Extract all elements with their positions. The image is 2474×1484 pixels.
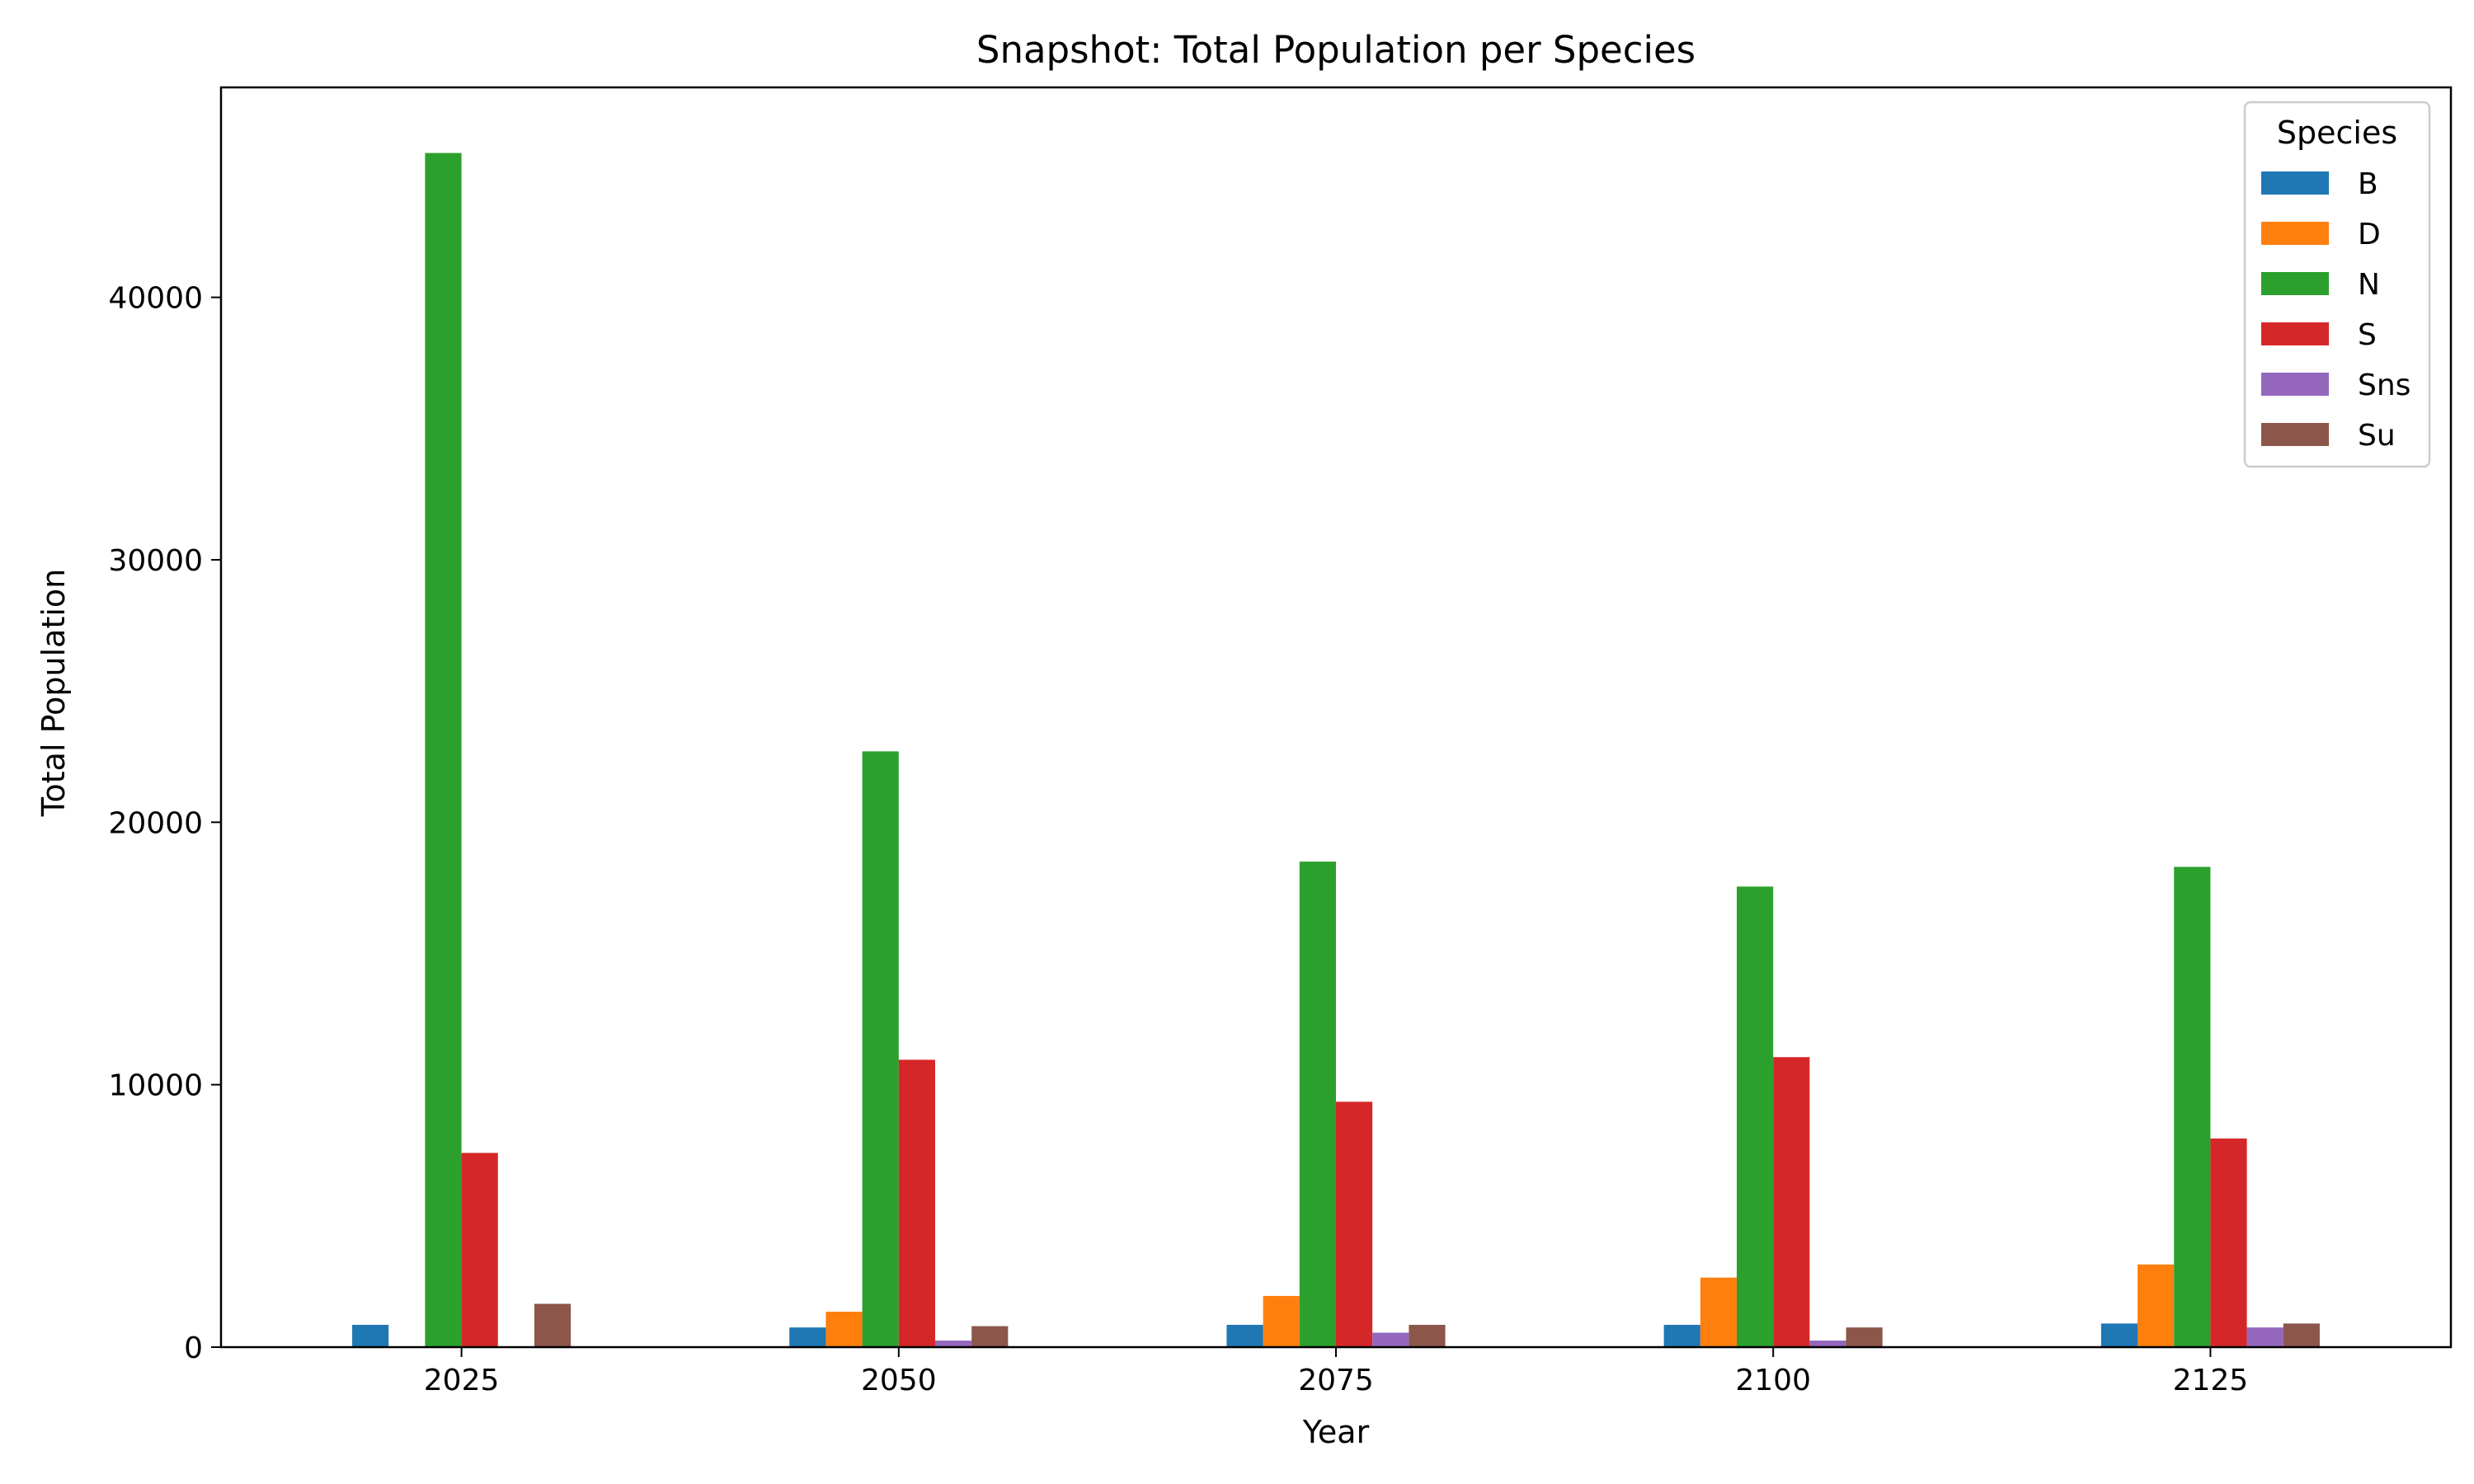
bar-Su-2125 [2283, 1323, 2320, 1347]
x-tick-label-2100: 2100 [1735, 1364, 1811, 1397]
legend-swatch-D [2261, 222, 2329, 245]
bar-N-2025 [425, 153, 462, 1348]
y-tick-label-40000: 40000 [108, 282, 203, 316]
bar-S-2025 [461, 1153, 498, 1347]
bar-D-2125 [2138, 1264, 2175, 1347]
x-tick-label-2050: 2050 [861, 1364, 937, 1397]
legend-swatch-N [2261, 272, 2329, 295]
legend-label-B: B [2358, 167, 2378, 201]
bar-Sns-2100 [1809, 1341, 1846, 1347]
bar-S-2100 [1773, 1057, 1810, 1347]
x-tick-label-2025: 2025 [424, 1364, 500, 1397]
bar-N-2075 [1299, 862, 1336, 1347]
bar-B-2125 [2100, 1323, 2138, 1347]
bar-Su-2025 [534, 1303, 571, 1347]
bar-B-2075 [1226, 1324, 1263, 1347]
bar-D-2050 [825, 1312, 863, 1347]
x-tick-label-2125: 2125 [2173, 1364, 2249, 1397]
y-tick-label-30000: 30000 [108, 544, 203, 578]
y-tick-label-10000: 10000 [108, 1069, 203, 1103]
bar-Su-2050 [971, 1326, 1009, 1347]
bar-S-2125 [2210, 1138, 2247, 1347]
bar-B-2100 [1663, 1324, 1700, 1347]
bar-Su-2075 [1409, 1324, 1446, 1347]
bar-B-2025 [352, 1324, 389, 1347]
legend-swatch-Sns [2261, 373, 2329, 396]
legend-label-N: N [2358, 268, 2380, 302]
legend-label-Sns: Sns [2358, 369, 2411, 402]
bar-S-2075 [1336, 1101, 1373, 1347]
bar-D-2075 [1263, 1295, 1300, 1347]
y-axis-label: Total Population [35, 569, 72, 817]
bar-Su-2100 [1846, 1327, 1883, 1348]
bar-Sns-2075 [1372, 1332, 1409, 1347]
bar-N-2050 [862, 751, 899, 1347]
bar-S-2050 [898, 1059, 935, 1347]
axes-group: 2025 2050 2075 2100 2125 0 10000 20000 30000 4000… [108, 86, 2453, 1397]
legend-label-D: D [2358, 218, 2381, 251]
legend-swatch-S [2261, 322, 2329, 345]
bar-D-2100 [1700, 1277, 1738, 1347]
x-tick-label-2075: 2075 [1298, 1364, 1374, 1397]
legend-swatch-Su [2261, 423, 2329, 446]
bar-B-2050 [789, 1327, 826, 1348]
legend-label-S: S [2358, 318, 2377, 352]
bar-N-2100 [1737, 886, 1774, 1347]
bar-Sns-2125 [2246, 1327, 2284, 1348]
bar-Sns-2050 [934, 1341, 972, 1347]
legend-label-Su: Su [2358, 419, 2396, 453]
legend-title: Species [2277, 115, 2397, 151]
y-tick-label-0: 0 [184, 1331, 203, 1365]
x-axis-label: Year [1302, 1414, 1370, 1450]
bars-group [352, 153, 2320, 1348]
y-tick-label-20000: 20000 [108, 806, 203, 840]
chart-title: Snapshot: Total Population per Species [976, 28, 1696, 72]
legend-swatch-B [2261, 171, 2329, 195]
bar-N-2125 [2174, 866, 2211, 1347]
